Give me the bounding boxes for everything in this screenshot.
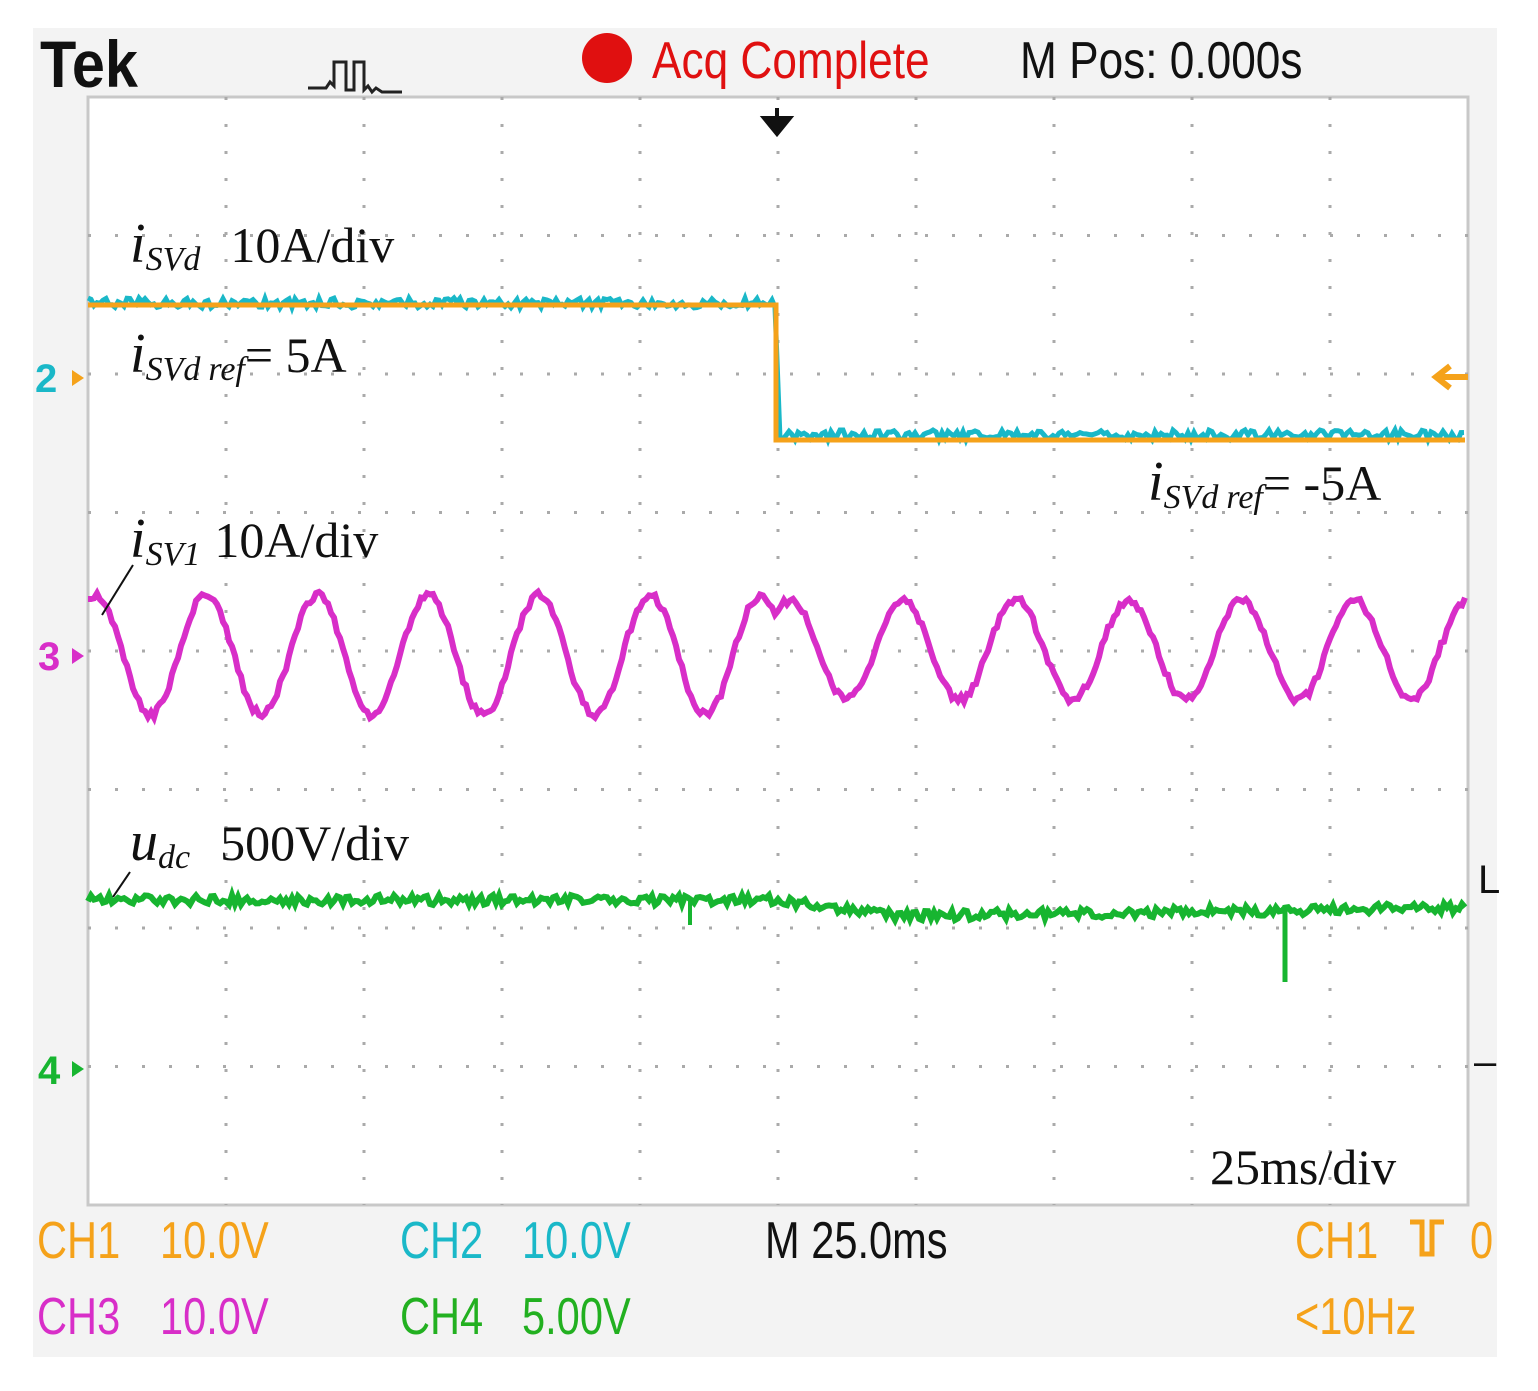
footer: CH1 10.0V CH2 10.0V M 25.0ms CH1 0 CH3 1…	[37, 1211, 1493, 1346]
ch-label: CH1	[37, 1211, 120, 1270]
status: Acq Complete	[652, 32, 930, 90]
graticule	[86, 95, 1470, 1207]
waveforms	[85, 291, 1468, 982]
ch-label: CH4	[400, 1287, 483, 1346]
annotation: iSVd 10A/div	[130, 213, 394, 278]
pointer	[112, 871, 131, 898]
ch-label: CH3	[37, 1287, 120, 1346]
annotation: udc 500V/div	[130, 811, 409, 876]
ch2-marker: 2	[35, 357, 57, 401]
ch-value: 10.0V	[160, 1287, 269, 1346]
ch3-trace	[88, 586, 1468, 726]
annotation: 25ms/div	[1210, 1139, 1396, 1195]
trigger-freq: <10Hz	[1295, 1287, 1416, 1346]
ch4-marker: 4	[38, 1049, 61, 1093]
annotation: iSVd ref= 5A	[130, 323, 347, 388]
right-marker-dash: –	[1474, 1040, 1497, 1084]
ch-value: 10.0V	[160, 1211, 269, 1270]
ch1-trace	[88, 302, 1465, 443]
brand: Tek	[40, 28, 138, 102]
ch2-arrow	[72, 370, 84, 386]
trigger-level: 0	[1470, 1211, 1493, 1270]
trigger-pos-arrow	[759, 108, 795, 138]
trigger-slope	[1410, 1219, 1444, 1257]
ch3-arrow	[72, 648, 84, 664]
timebase: M 25.0ms	[765, 1211, 948, 1270]
ch-label: CH2	[400, 1211, 483, 1270]
ch4-arrow	[72, 1061, 84, 1077]
ch3-marker: 3	[38, 635, 60, 679]
status-dot	[582, 33, 632, 83]
trigger-source: CH1	[1295, 1211, 1378, 1270]
annotation: iSV1 10A/div	[130, 508, 378, 573]
ch-value: 5.00V	[522, 1287, 631, 1346]
trigger-icon	[308, 60, 402, 95]
annotation: iSVd ref= -5A	[1148, 451, 1381, 516]
right-marker-l: L	[1478, 858, 1500, 902]
position: M Pos: 0.000s	[1020, 32, 1302, 90]
ch4-trace	[85, 885, 1468, 928]
trigger-level-arrow	[1431, 363, 1468, 391]
ch-value: 10.0V	[522, 1211, 631, 1270]
pointer	[101, 564, 134, 616]
